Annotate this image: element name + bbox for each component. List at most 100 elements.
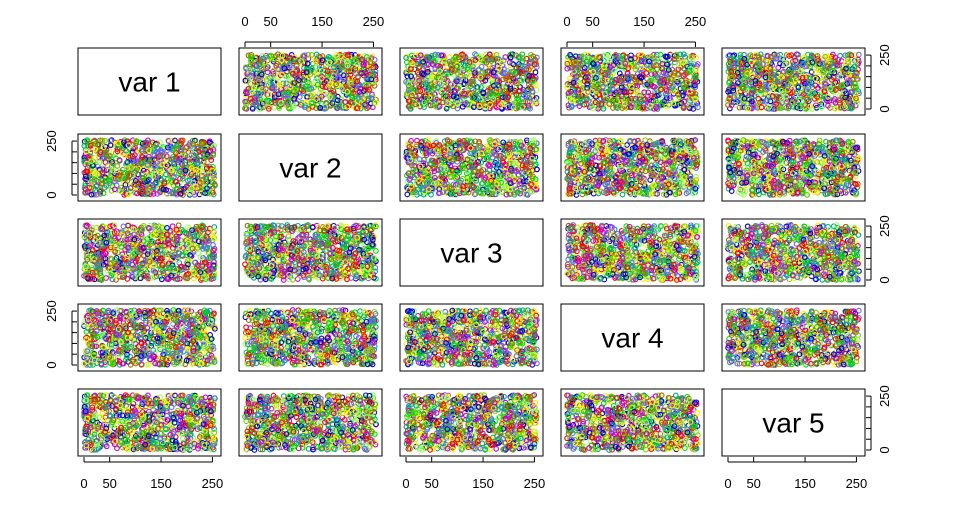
- scatter-point: [168, 167, 175, 173]
- scatter-point: [785, 103, 792, 110]
- scatter-point: [209, 189, 216, 196]
- scatter-point: [194, 143, 201, 150]
- scatter-point: [262, 86, 269, 92]
- scatter-point: [752, 78, 759, 84]
- scatter-point: [156, 169, 163, 176]
- scatter-point: [567, 64, 573, 71]
- scatter-point: [564, 65, 571, 72]
- scatter-point: [812, 69, 819, 75]
- scatter-point: [307, 92, 314, 99]
- scatter-point: [181, 152, 188, 158]
- scatter-point: [658, 64, 665, 71]
- scatter-point: [405, 93, 411, 100]
- scatter-point: [287, 54, 294, 61]
- scatter-point: [652, 97, 659, 104]
- scatter-point: [653, 62, 660, 68]
- scatter-point: [638, 98, 645, 105]
- scatter-point: [204, 185, 210, 192]
- scatter-point: [449, 82, 456, 88]
- scatter-point: [532, 99, 538, 106]
- scatter-point: [529, 77, 536, 84]
- scatter-point: [372, 99, 379, 106]
- scatter-point: [776, 82, 783, 89]
- scatter-point: [188, 165, 195, 171]
- scatter-point: [763, 71, 770, 78]
- panel-frame: [399, 47, 544, 116]
- scatter-point: [500, 70, 506, 77]
- scatter-point: [837, 97, 843, 104]
- scatter-point: [680, 92, 686, 99]
- scatter-point: [287, 84, 294, 90]
- scatter-point: [342, 99, 349, 105]
- scatter-point: [254, 66, 260, 73]
- scatter-point: [265, 105, 272, 112]
- scatter-point: [211, 181, 218, 188]
- scatter-point: [160, 152, 167, 159]
- scatter-point: [809, 106, 815, 112]
- scatter-point: [317, 104, 324, 111]
- scatter-point: [482, 77, 489, 84]
- scatter-point: [747, 52, 753, 59]
- scatter-point: [208, 157, 215, 163]
- scatter-point: [611, 68, 618, 74]
- scatter-point: [568, 104, 575, 110]
- scatter-point: [125, 142, 132, 149]
- scatter-point: [255, 90, 262, 97]
- scatter-point: [277, 82, 283, 88]
- scatter-point: [680, 84, 687, 91]
- scatter-point: [571, 91, 577, 98]
- scatter-point: [581, 68, 587, 75]
- scatter-point: [744, 61, 751, 68]
- scatter-point: [426, 101, 433, 108]
- scatter-point: [372, 71, 379, 78]
- scatter-point: [247, 53, 254, 60]
- scatter-point: [680, 73, 687, 79]
- scatter-point: [686, 88, 693, 95]
- scatter-point: [455, 76, 461, 82]
- scatter-point: [365, 95, 372, 102]
- scatter-point: [825, 94, 831, 100]
- scatter-point: [806, 78, 813, 85]
- scatter-point: [631, 97, 637, 103]
- scatter-point: [663, 87, 670, 94]
- scatter-point: [344, 88, 351, 95]
- scatter-point: [195, 167, 201, 174]
- scatter-point: [286, 104, 292, 111]
- panel-r1-c2: [238, 47, 383, 116]
- scatter-point: [815, 85, 821, 91]
- panel-r2-c2: var 2: [238, 133, 383, 202]
- scatter-point: [689, 57, 696, 64]
- scatter-point: [809, 59, 816, 66]
- scatter-point: [737, 51, 744, 58]
- scatter-point: [99, 137, 106, 144]
- scatter-point: [739, 85, 746, 92]
- scatter-point: [491, 82, 497, 89]
- scatter-point: [163, 187, 169, 193]
- scatter-point: [249, 105, 256, 112]
- scatter-point: [256, 61, 263, 68]
- scatter-point: [417, 88, 424, 95]
- scatter-point: [133, 168, 139, 174]
- scatter-point: [855, 51, 862, 58]
- scatter-point: [523, 72, 530, 78]
- scatter-point: [303, 99, 310, 105]
- scatter-point: [404, 73, 411, 80]
- scatter-point: [851, 63, 858, 70]
- scatter-point: [845, 52, 851, 59]
- variable-label: var 1: [118, 67, 180, 98]
- scatter-point: [601, 64, 607, 71]
- scatter-point: [730, 62, 737, 69]
- scatter-point: [569, 97, 575, 104]
- scatter-point: [637, 51, 644, 58]
- scatter-point: [812, 75, 819, 82]
- scatter-point: [728, 102, 735, 109]
- scatter-point: [313, 51, 320, 58]
- scatter-point: [453, 94, 460, 101]
- scatter-point: [82, 173, 89, 180]
- scatter-point: [335, 58, 342, 65]
- scatter-point: [190, 152, 197, 159]
- scatter-point: [776, 105, 783, 112]
- scatter-point: [253, 102, 260, 109]
- scatter-point: [783, 93, 790, 100]
- scatter-point: [178, 147, 185, 154]
